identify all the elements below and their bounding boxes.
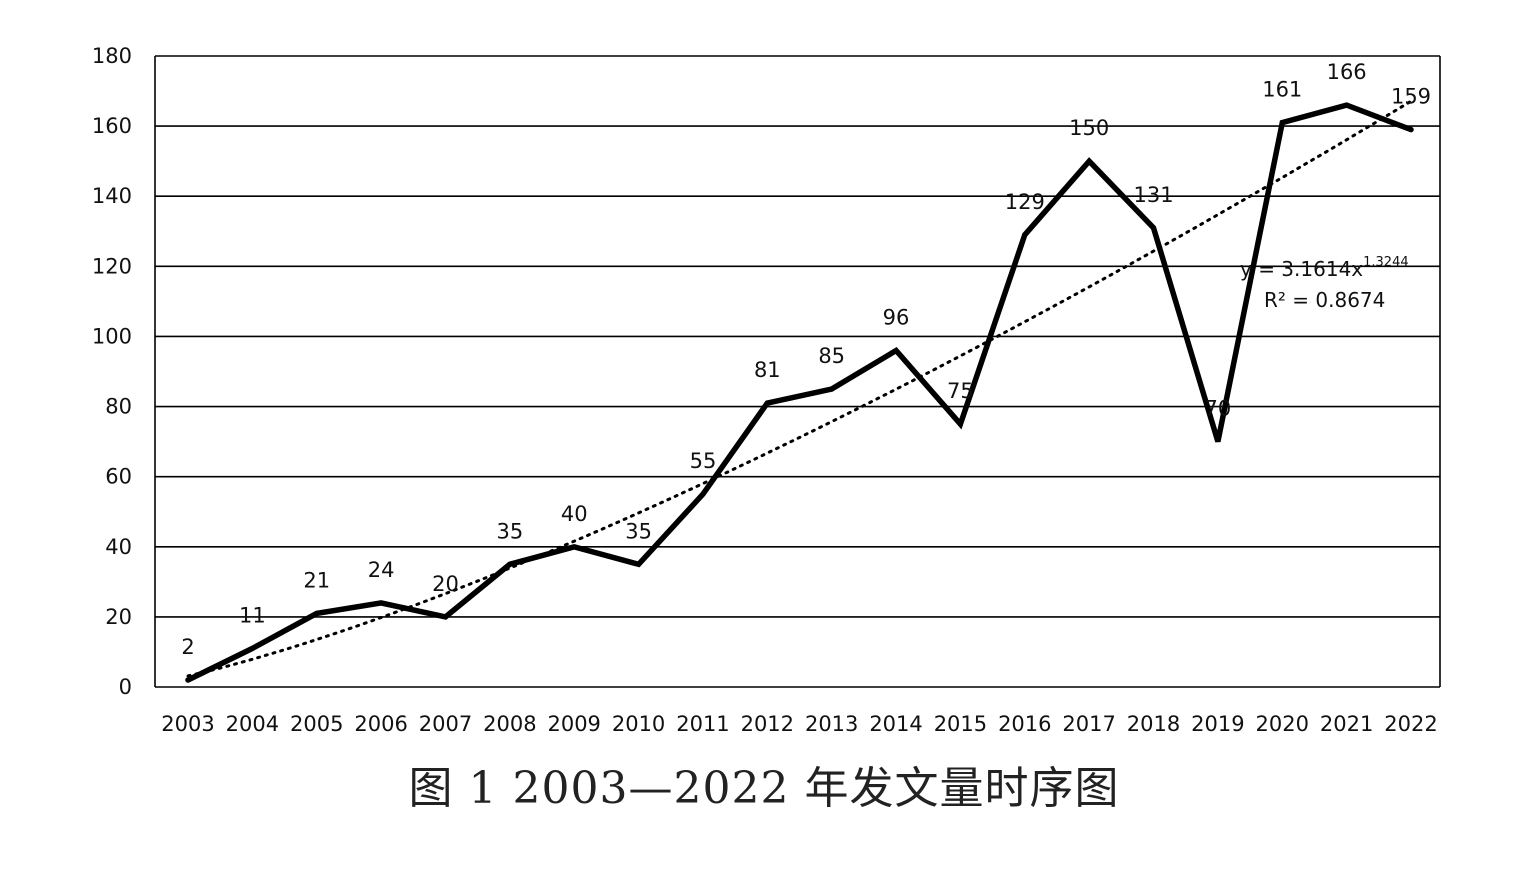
data-point-2007 xyxy=(444,616,446,618)
data-label-2014: 96 xyxy=(883,305,910,329)
x-tick-label-2016: 2016 xyxy=(998,712,1051,736)
data-point-2021 xyxy=(1346,104,1348,106)
x-tick-label-2013: 2013 xyxy=(805,712,858,736)
r-squared-text: R² = 0.8674 xyxy=(1264,288,1385,312)
trendline-equation: y = 3.1614x1.3244 R² = 0.8674 xyxy=(1240,255,1409,312)
data-label-2020: 161 xyxy=(1262,78,1302,102)
y-tick-label-20: 20 xyxy=(105,605,132,629)
axes xyxy=(154,56,1441,688)
data-point-2003 xyxy=(187,679,189,681)
y-tick-label-140: 140 xyxy=(92,184,132,208)
data-point-2017 xyxy=(1088,160,1090,162)
data-label-2008: 35 xyxy=(496,519,523,543)
data-label-2007: 20 xyxy=(432,572,459,596)
data-point-2018 xyxy=(1153,227,1155,229)
y-tick-label-160: 160 xyxy=(92,114,132,138)
data-series xyxy=(185,102,1414,683)
x-tick-label-2011: 2011 xyxy=(676,712,729,736)
data-point-2012 xyxy=(766,402,768,404)
y-tick-label-80: 80 xyxy=(105,395,132,419)
data-point-2013 xyxy=(831,388,833,390)
x-tick-label-2003: 2003 xyxy=(161,712,214,736)
data-point-2019 xyxy=(1217,441,1219,443)
y-tick-label-40: 40 xyxy=(105,535,132,559)
data-point-2014 xyxy=(895,349,897,351)
data-label-2019: 70 xyxy=(1205,397,1232,421)
data-point-2020 xyxy=(1281,122,1283,124)
data-label-2013: 85 xyxy=(818,344,845,368)
data-point-2008 xyxy=(509,563,511,565)
x-tick-labels: 2003 2004 2005 2006 2007 2008 2009 2010 2011 2012… xyxy=(161,712,1437,736)
y-tick-label-180: 180 xyxy=(92,44,132,68)
x-tick-label-2019: 2019 xyxy=(1191,712,1244,736)
figure-caption: 图 1 2003—2022 年发文量时序图 xyxy=(408,763,1120,814)
x-tick-label-2007: 2007 xyxy=(419,712,472,736)
data-label-2018: 131 xyxy=(1133,183,1173,207)
x-tick-label-2021: 2021 xyxy=(1320,712,1373,736)
trendline xyxy=(186,99,1413,678)
data-label-2015: 75 xyxy=(947,379,974,403)
data-point-2022 xyxy=(1410,129,1412,131)
data-point-2015 xyxy=(959,423,961,425)
data-label-2009: 40 xyxy=(561,502,588,526)
data-label-2010: 35 xyxy=(625,519,652,543)
x-tick-label-2008: 2008 xyxy=(483,712,536,736)
data-point-2005 xyxy=(316,612,318,614)
x-tick-label-2009: 2009 xyxy=(547,712,600,736)
data-point-2010 xyxy=(638,563,640,565)
data-label-2011: 55 xyxy=(690,449,717,473)
x-tick-label-2018: 2018 xyxy=(1127,712,1180,736)
data-point-2011 xyxy=(702,493,704,495)
y-tick-label-60: 60 xyxy=(105,465,132,489)
series-line xyxy=(185,102,1414,683)
x-tick-label-2005: 2005 xyxy=(290,712,343,736)
data-labels: 2 11 21 24 20 35 40 35 55 81 85 96 75 129 150 131 70 161 1… xyxy=(181,60,1431,659)
x-tick-label-2015: 2015 xyxy=(934,712,987,736)
power-trendline xyxy=(186,99,1413,678)
data-point-2009 xyxy=(573,546,575,548)
data-label-2005: 21 xyxy=(303,568,330,592)
data-label-2012: 81 xyxy=(754,358,781,382)
data-label-2021: 166 xyxy=(1327,60,1367,84)
data-point-2016 xyxy=(1024,234,1026,236)
data-point-2006 xyxy=(380,602,382,604)
equation-exponent: 1.3244 xyxy=(1363,255,1409,270)
data-label-2016: 129 xyxy=(1005,190,1045,214)
data-label-2004: 11 xyxy=(239,603,266,627)
x-tick-label-2006: 2006 xyxy=(354,712,407,736)
y-tick-labels: 0 20 40 60 80 100 120 140 160 180 xyxy=(92,44,132,699)
data-point-2004 xyxy=(251,647,253,649)
data-label-2003: 2 xyxy=(181,635,194,659)
y-tick-label-100: 100 xyxy=(92,324,132,348)
x-tick-label-2017: 2017 xyxy=(1062,712,1115,736)
x-tick-label-2010: 2010 xyxy=(612,712,665,736)
x-tick-label-2012: 2012 xyxy=(741,712,794,736)
trendline-equation-text: y = 3.1614x1.3244 xyxy=(1240,255,1409,281)
data-label-2022: 159 xyxy=(1391,85,1431,109)
data-label-2006: 24 xyxy=(368,558,395,582)
x-tick-label-2014: 2014 xyxy=(869,712,922,736)
equation-main: y = 3.1614x xyxy=(1240,257,1363,281)
y-tick-label-120: 120 xyxy=(92,254,132,278)
x-tick-label-2022: 2022 xyxy=(1384,712,1437,736)
y-tick-label-0: 0 xyxy=(119,675,132,699)
x-tick-label-2020: 2020 xyxy=(1256,712,1309,736)
x-tick-label-2004: 2004 xyxy=(226,712,279,736)
data-label-2017: 150 xyxy=(1069,116,1109,140)
gridlines xyxy=(155,55,1440,618)
